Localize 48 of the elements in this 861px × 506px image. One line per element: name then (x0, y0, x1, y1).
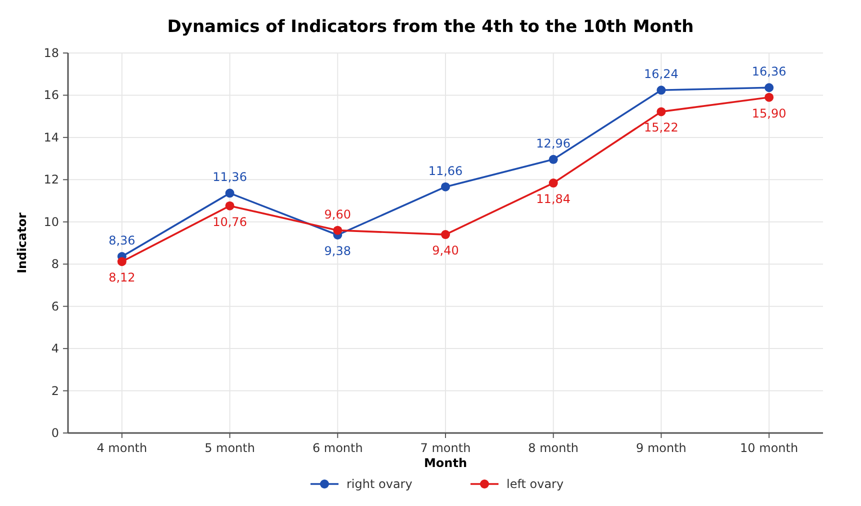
point (764, 92, 774, 102)
x-tick-label: 5 month (204, 441, 255, 455)
data-label: 16,36 (752, 64, 786, 79)
point (441, 182, 450, 192)
data-label: 8,36 (108, 234, 136, 248)
legend-label: left ovary (506, 477, 564, 491)
data-label: 9,40 (432, 244, 459, 258)
data-label: 11,84 (536, 192, 571, 206)
x-tick-label: 7 month (420, 441, 471, 455)
y-tick-label: 18 (44, 46, 59, 60)
y-tick-label: 2 (51, 384, 59, 398)
y-tick-label: 6 (51, 299, 59, 314)
y-tick-label: 10 (44, 214, 59, 229)
data-label: 11,66 (428, 164, 463, 178)
x-tick-label: 6 month (312, 441, 363, 455)
y-tick-label: 4 (51, 342, 59, 356)
data-label: 12,96 (536, 136, 571, 150)
point (225, 188, 234, 198)
chart-title: Dynamics of Indicators from the 4th to the 10th Month (167, 17, 694, 37)
y-tick-label: 12 (44, 172, 59, 187)
x-tick-label: 9 month (636, 441, 686, 455)
x-axis-title: Month (424, 456, 468, 470)
y-axis-title: Indicator (15, 212, 29, 274)
data-label: 16,24 (644, 67, 678, 82)
point (548, 178, 558, 188)
point (333, 226, 342, 235)
data-label: 15,90 (752, 106, 786, 120)
point (225, 201, 234, 210)
y-tick-label: 8 (51, 257, 59, 272)
point (656, 86, 666, 95)
data-label: 10,76 (212, 214, 247, 229)
y-tick-label: 14 (44, 130, 59, 144)
data-label: 15,22 (644, 120, 678, 135)
data-label: 11,36 (212, 170, 247, 184)
point (548, 154, 558, 164)
y-tick-label: 16 (44, 88, 59, 102)
legend-label: right ovary (346, 477, 412, 491)
point (441, 230, 450, 240)
data-label: 9,60 (324, 207, 351, 222)
x-tick-label: 4 month (96, 441, 148, 455)
y-tick-label: 0 (51, 426, 59, 440)
x-tick-label: 10 month (740, 441, 798, 455)
point (117, 257, 126, 266)
point (656, 107, 666, 116)
data-label: 9,38 (324, 244, 351, 258)
data-label: 8,12 (108, 270, 136, 285)
x-tick-label: 8 month (528, 441, 579, 455)
point (764, 83, 774, 92)
